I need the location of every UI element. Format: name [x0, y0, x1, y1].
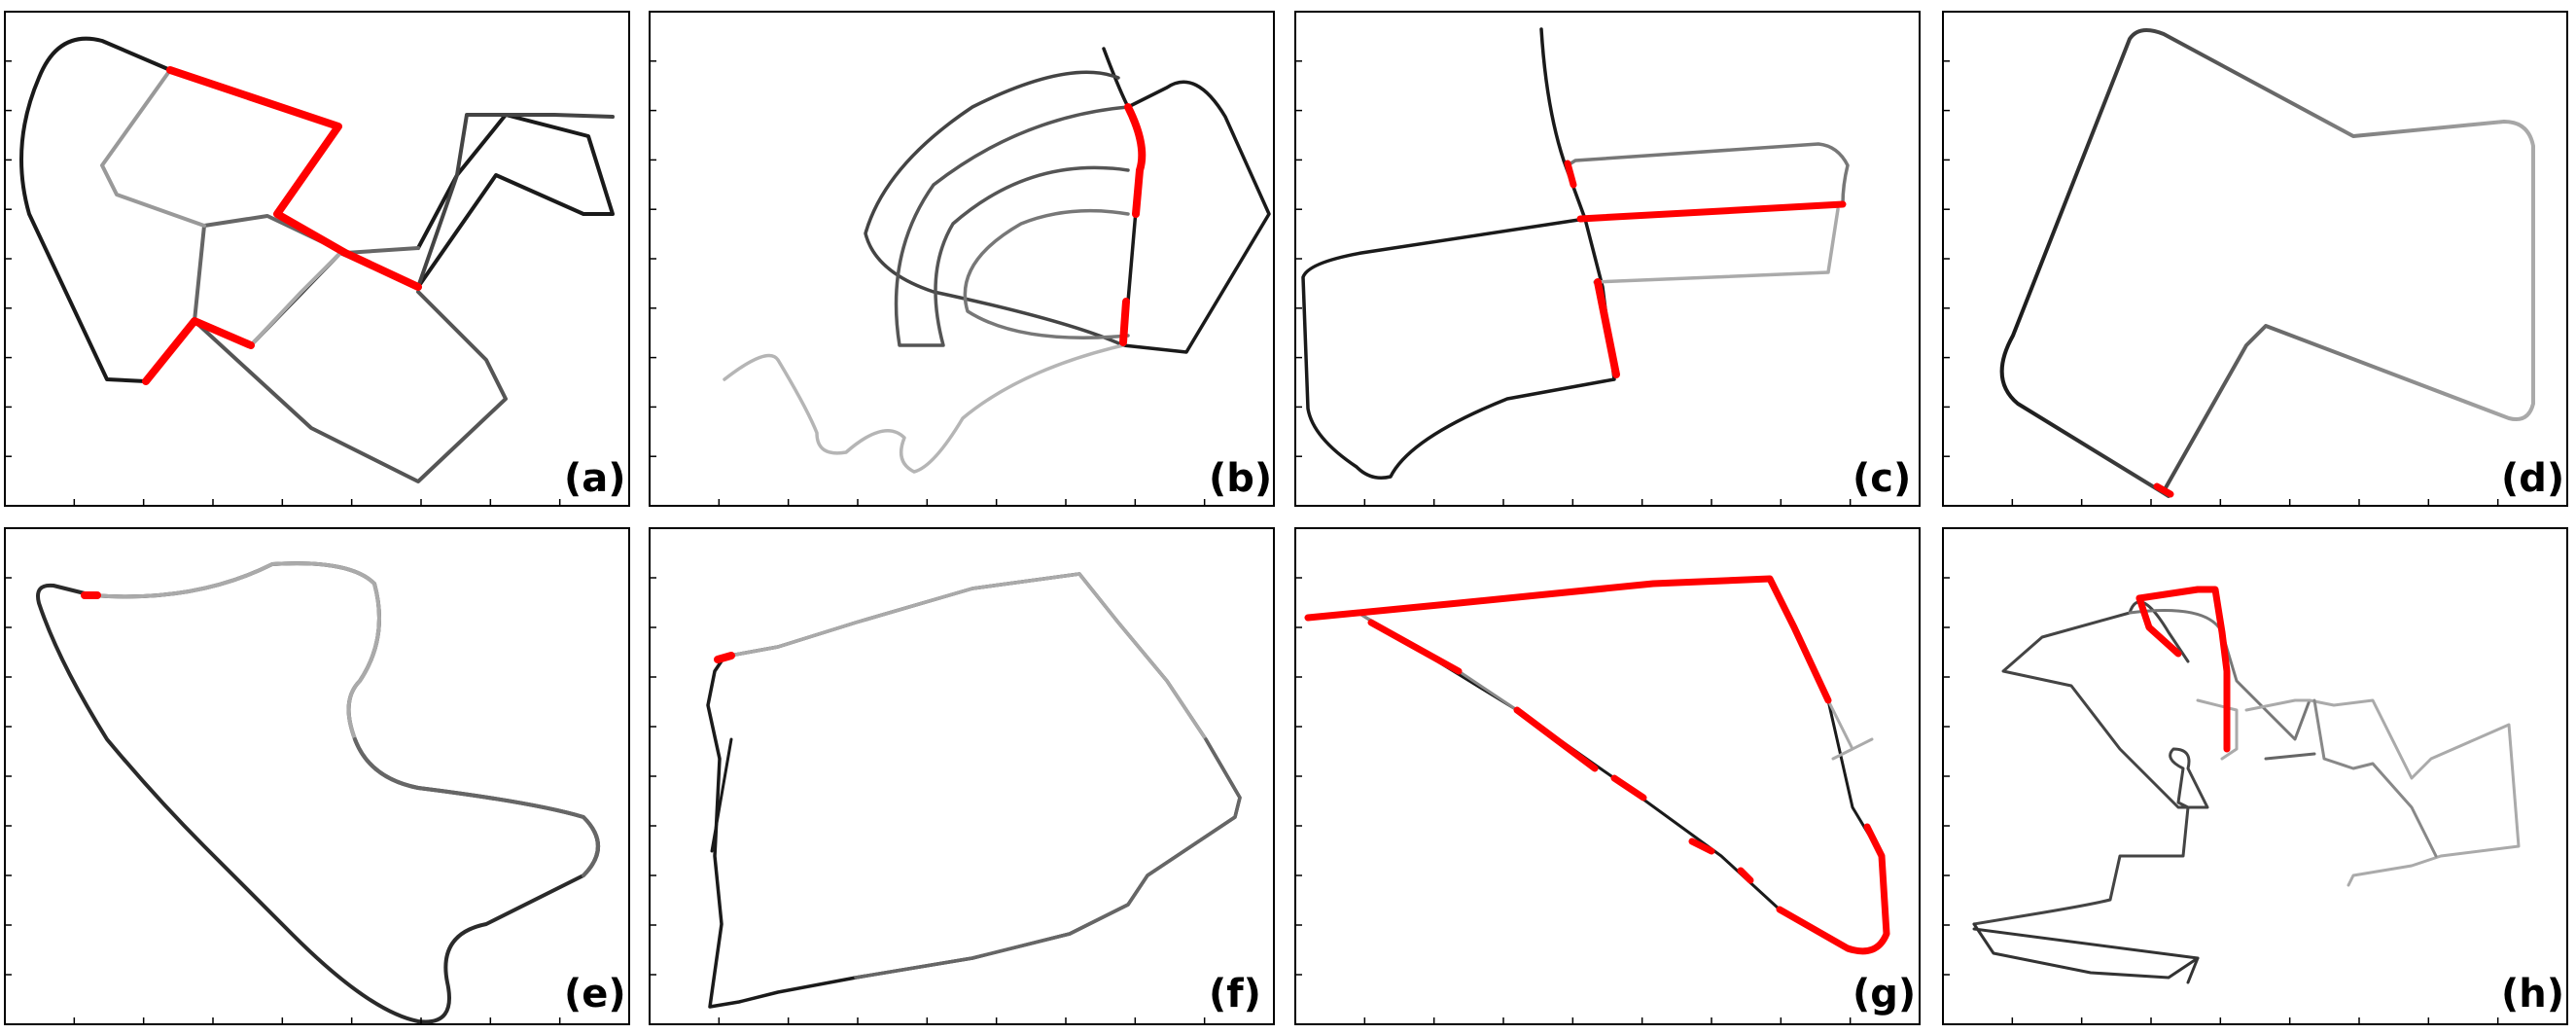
panel-d: (d)	[1942, 11, 2568, 507]
panel-g: (g)	[1294, 527, 1921, 1025]
panel-f-trajectory	[706, 572, 1242, 1009]
axis-ticks	[5, 60, 2499, 1024]
panel-f-label: (f)	[1209, 972, 1261, 1016]
panel-d-frame	[1942, 11, 2568, 507]
panel-b-label: (b)	[1209, 456, 1272, 501]
panel-h-label: (h)	[2501, 972, 2564, 1016]
panel-d-trajectory	[1999, 28, 2535, 498]
panel-a: (a)	[4, 11, 630, 507]
panel-c-label: (c)	[1853, 456, 1911, 501]
panel-a-label: (a)	[564, 456, 626, 501]
panel-c: (c)	[1294, 11, 1921, 507]
panel-h: (h)	[1942, 527, 2568, 1025]
panel-h-trajectory	[1972, 586, 2521, 984]
panel-a-frame	[4, 11, 630, 507]
panel-f: (f)	[649, 527, 1275, 1025]
panel-b: (b)	[649, 11, 1275, 507]
panel-e-trajectory	[36, 561, 600, 1024]
panel-g-trajectory	[1304, 575, 1890, 955]
panel-g-frame	[1294, 527, 1921, 1025]
panel-e-label: (e)	[564, 972, 626, 1016]
panel-a-trajectory	[19, 36, 615, 483]
panel-g-label: (g)	[1853, 972, 1916, 1016]
panel-c-frame	[1294, 11, 1921, 507]
panel-e-frame	[4, 527, 630, 1025]
panel-b-frame	[649, 11, 1275, 507]
panel-c-trajectory	[1301, 27, 1850, 480]
panel-d-label: (d)	[2501, 456, 2564, 501]
panel-f-frame	[649, 527, 1275, 1025]
panel-b-trajectory	[723, 47, 1271, 474]
panel-h-frame	[1942, 527, 2568, 1025]
panel-e: (e)	[4, 527, 630, 1025]
